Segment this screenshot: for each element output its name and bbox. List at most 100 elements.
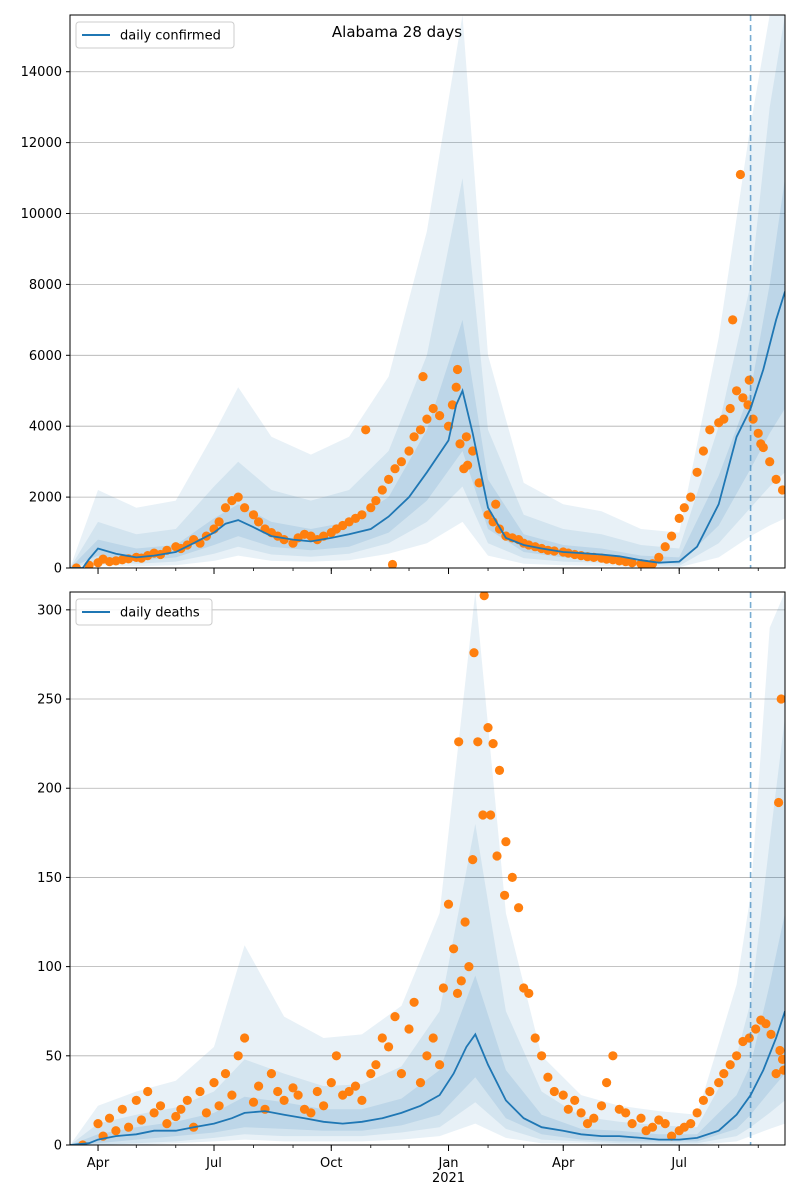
x-tick-label: Apr bbox=[87, 1156, 110, 1171]
data-point bbox=[111, 1126, 121, 1136]
data-point bbox=[766, 1029, 776, 1039]
data-point bbox=[220, 503, 231, 513]
data-point bbox=[93, 1119, 103, 1129]
data-point bbox=[486, 810, 496, 820]
data-point bbox=[422, 1051, 432, 1061]
data-point bbox=[71, 563, 81, 568]
data-point bbox=[530, 1033, 540, 1043]
x-tick-label: Jan bbox=[438, 1156, 459, 1171]
data-point bbox=[570, 1095, 580, 1105]
data-point bbox=[558, 1090, 568, 1100]
data-point bbox=[162, 1119, 172, 1129]
data-point bbox=[777, 1054, 785, 1064]
data-point bbox=[404, 446, 414, 456]
data-point bbox=[371, 496, 381, 506]
legend-label: daily deaths bbox=[120, 606, 200, 621]
data-point bbox=[451, 382, 461, 392]
data-point bbox=[452, 988, 463, 999]
data-point bbox=[233, 492, 243, 502]
data-point bbox=[182, 1095, 192, 1105]
data-point bbox=[273, 1086, 283, 1097]
data-point bbox=[377, 1033, 387, 1043]
data-point bbox=[409, 432, 419, 442]
y-tick-label: 6000 bbox=[29, 349, 62, 364]
panel-1: 0 2000 4000 6000 8000 10000 12000 14000 daily co… bbox=[21, 14, 786, 577]
data-point bbox=[751, 1024, 761, 1034]
y-tick-label: 4000 bbox=[29, 420, 62, 435]
data-point bbox=[771, 1069, 781, 1079]
data-point bbox=[469, 648, 479, 658]
data-point bbox=[660, 542, 670, 552]
series-line bbox=[70, 1010, 785, 1145]
data-point bbox=[293, 1090, 303, 1100]
data-point bbox=[254, 517, 264, 527]
data-point bbox=[667, 1131, 677, 1141]
data-point bbox=[117, 1104, 127, 1114]
data-point bbox=[350, 1081, 361, 1091]
data-point bbox=[602, 1078, 612, 1088]
data-point bbox=[543, 1072, 553, 1082]
data-point bbox=[254, 1081, 264, 1091]
data-point bbox=[454, 737, 464, 747]
data-point bbox=[214, 517, 224, 527]
data-point bbox=[227, 1090, 237, 1100]
data-point bbox=[627, 558, 637, 568]
data-point bbox=[692, 467, 702, 477]
data-point bbox=[443, 899, 454, 909]
data-point bbox=[491, 499, 501, 509]
data-point bbox=[774, 797, 784, 808]
data-point bbox=[248, 510, 259, 520]
panel-2: 0 50 100 150 200 250 300 Apr Jul Oct Jan Apr Jul 2021… bbox=[37, 591, 786, 1186]
uncertainty-band-inner bbox=[70, 913, 785, 1145]
data-point bbox=[537, 1051, 547, 1061]
data-point bbox=[131, 1095, 141, 1105]
data-point bbox=[371, 1060, 381, 1070]
data-point bbox=[248, 1097, 259, 1107]
data-point bbox=[326, 1078, 336, 1088]
data-point bbox=[608, 1051, 618, 1061]
data-point bbox=[220, 1069, 231, 1079]
data-point bbox=[735, 169, 746, 180]
data-point bbox=[524, 988, 534, 999]
plot-area bbox=[70, 15, 785, 568]
data-point bbox=[464, 962, 474, 972]
data-point bbox=[494, 765, 505, 776]
data-point bbox=[460, 917, 470, 927]
data-point bbox=[514, 903, 524, 913]
data-point bbox=[404, 1024, 414, 1034]
data-point bbox=[455, 439, 465, 449]
data-point bbox=[240, 1033, 250, 1043]
data-point bbox=[176, 1104, 186, 1114]
data-point bbox=[474, 478, 484, 488]
uncertainty-band-outer bbox=[70, 15, 785, 568]
legend-box bbox=[75, 598, 213, 626]
data-point bbox=[449, 944, 459, 954]
data-point bbox=[357, 1095, 367, 1105]
y-tick-label: 2000 bbox=[29, 491, 62, 506]
data-point bbox=[660, 1119, 670, 1129]
data-point bbox=[319, 1101, 329, 1111]
data-point bbox=[195, 1086, 205, 1097]
data-point bbox=[654, 552, 664, 563]
data-point bbox=[771, 474, 781, 484]
data-point bbox=[744, 1033, 754, 1043]
data-point bbox=[589, 1113, 599, 1123]
data-point bbox=[596, 1101, 607, 1111]
data-point bbox=[390, 1012, 400, 1022]
y-tick-label: 100 bbox=[37, 960, 62, 975]
data-point bbox=[775, 1045, 785, 1056]
data-point bbox=[463, 460, 473, 470]
data-point bbox=[705, 1086, 715, 1097]
data-point bbox=[719, 1069, 729, 1079]
data-point bbox=[155, 1101, 166, 1111]
data-point bbox=[361, 425, 371, 435]
axes-frame bbox=[69, 591, 786, 1146]
data-point bbox=[468, 855, 478, 865]
data-point bbox=[473, 737, 483, 747]
data-point bbox=[777, 485, 785, 495]
y-tick-label: 0 bbox=[54, 562, 62, 577]
data-point bbox=[732, 1051, 742, 1061]
y-tick-label: 300 bbox=[37, 603, 62, 618]
data-point bbox=[422, 414, 432, 424]
data-point bbox=[418, 372, 428, 382]
